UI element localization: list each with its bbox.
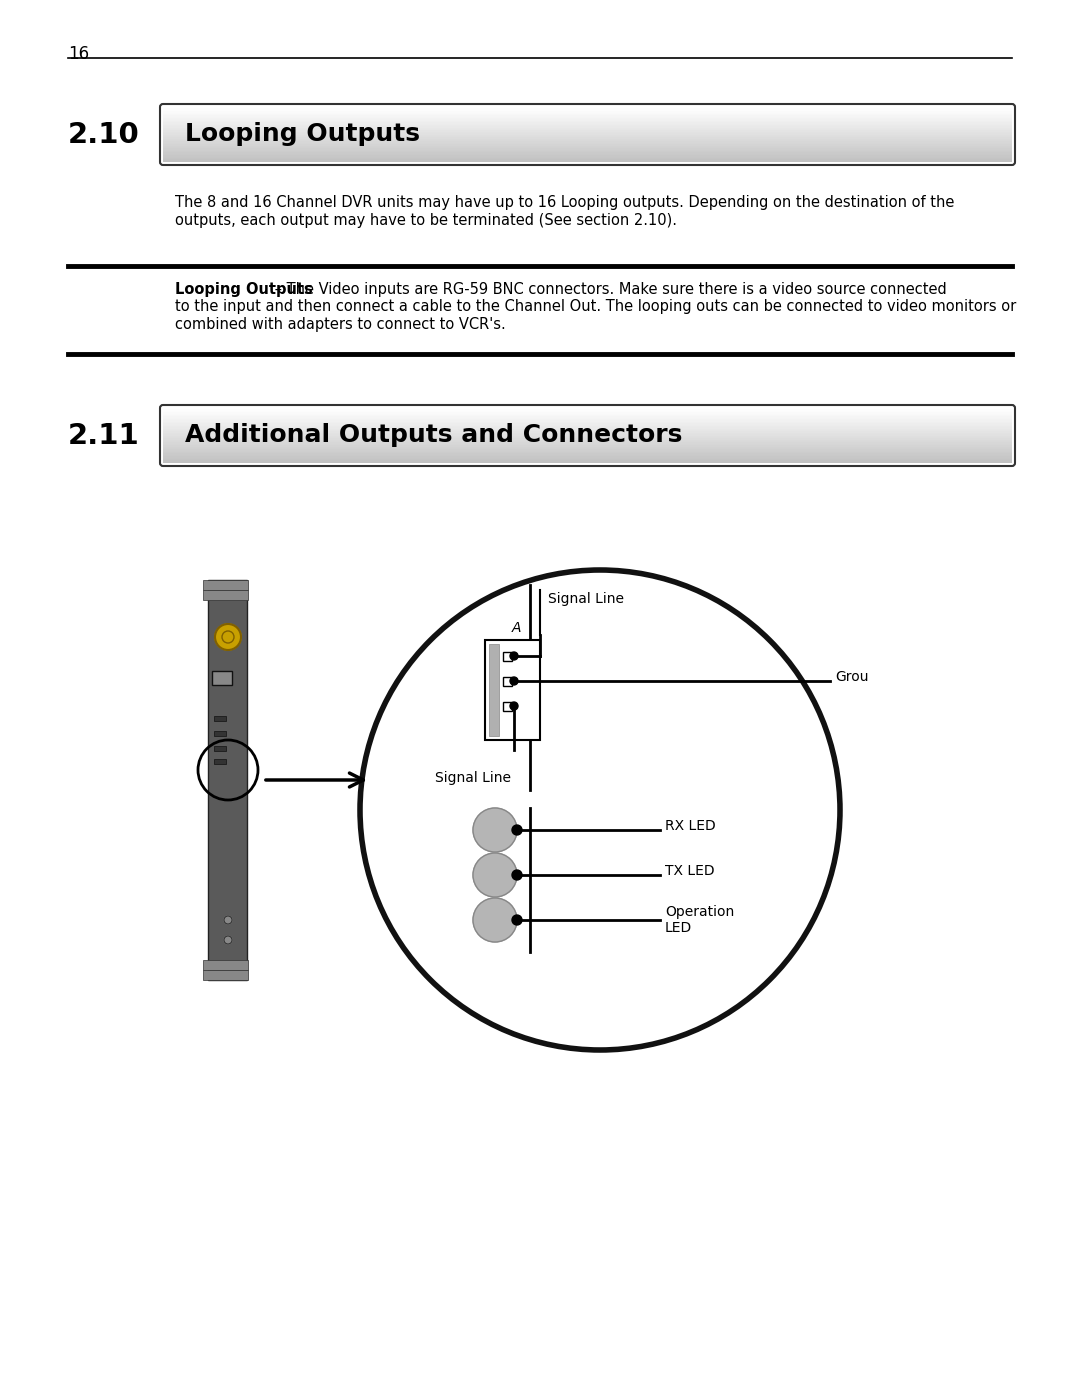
Text: Signal Line: Signal Line xyxy=(435,771,511,785)
Bar xyxy=(203,580,248,590)
Text: to the input and then connect a cable to the Channel Out. The looping outs can b: to the input and then connect a cable to… xyxy=(175,299,1016,314)
Text: combined with adapters to connect to VCR's.: combined with adapters to connect to VCR… xyxy=(175,317,505,332)
Circle shape xyxy=(510,652,518,659)
Bar xyxy=(214,746,226,752)
Text: LED: LED xyxy=(665,921,692,935)
Text: Additional Outputs and Connectors: Additional Outputs and Connectors xyxy=(185,423,683,447)
Text: Grou: Grou xyxy=(835,671,868,685)
Bar xyxy=(214,731,226,736)
Text: Signal Line: Signal Line xyxy=(548,592,624,606)
Text: The 8 and 16 Channel DVR units may have up to 16 Looping outputs. Depending on t: The 8 and 16 Channel DVR units may have … xyxy=(175,196,955,210)
Circle shape xyxy=(512,826,522,835)
Circle shape xyxy=(473,898,517,942)
Bar xyxy=(503,678,512,686)
Text: Looping Outputs: Looping Outputs xyxy=(185,122,420,147)
Text: 2.11: 2.11 xyxy=(68,422,139,450)
Circle shape xyxy=(512,870,522,880)
Text: 16: 16 xyxy=(68,45,90,63)
Bar xyxy=(503,652,512,661)
Circle shape xyxy=(224,936,232,944)
Text: outputs, each output may have to be terminated (See section 2.10).: outputs, each output may have to be term… xyxy=(175,212,677,228)
Bar xyxy=(203,970,248,981)
Bar xyxy=(503,703,512,711)
Circle shape xyxy=(510,678,518,685)
Bar xyxy=(212,671,232,685)
Bar xyxy=(208,580,247,981)
Circle shape xyxy=(473,854,517,897)
Text: TX LED: TX LED xyxy=(665,863,715,877)
Text: A: A xyxy=(511,622,521,636)
Circle shape xyxy=(512,915,522,925)
Bar xyxy=(489,644,499,736)
Text: 2.10: 2.10 xyxy=(68,122,139,149)
Text: RX LED: RX LED xyxy=(665,819,716,833)
Bar xyxy=(203,590,248,599)
Bar xyxy=(214,717,226,721)
Text: Operation: Operation xyxy=(665,905,734,919)
Circle shape xyxy=(215,624,241,650)
Bar xyxy=(214,759,226,764)
Circle shape xyxy=(510,703,518,710)
Bar xyxy=(485,640,540,740)
Bar xyxy=(203,960,248,970)
Circle shape xyxy=(224,916,232,923)
Circle shape xyxy=(473,807,517,852)
Text: Looping Outputs: Looping Outputs xyxy=(175,282,313,298)
Text: – The Video inputs are RG-59 BNC connectors. Make sure there is a video source c: – The Video inputs are RG-59 BNC connect… xyxy=(270,282,946,298)
